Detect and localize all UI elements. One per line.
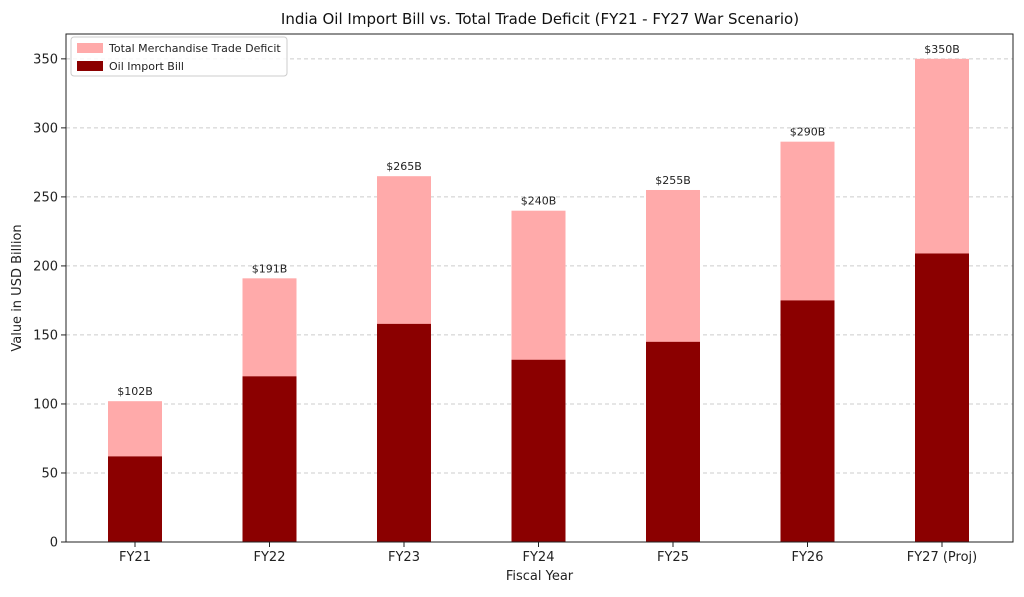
bar-oil-import-fy26: [780, 300, 835, 542]
x-tick-label-5: FY26: [792, 550, 824, 565]
legend-swatch-trade-deficit: [77, 43, 103, 53]
x-tick-label-0: FY21: [119, 550, 151, 565]
data-label-fy21: $102B: [117, 385, 153, 398]
data-label-fy22: $191B: [252, 262, 288, 275]
x-tick-label-3: FY24: [523, 550, 555, 565]
legend-label-trade-deficit: Total Merchandise Trade Deficit: [108, 42, 281, 55]
x-tick-label-1: FY22: [254, 550, 286, 565]
x-axis: FY21 FY22 FY23 FY24 FY25 FY26 FY27 (Proj): [119, 542, 977, 565]
legend: Total Merchandise Trade Deficit Oil Impo…: [70, 36, 288, 77]
data-label-fy25: $255B: [655, 174, 691, 187]
y-tick-label-300: 300: [33, 121, 58, 136]
x-tick-label-2: FY23: [388, 550, 420, 565]
legend-label-oil-import: Oil Import Bill: [109, 60, 184, 73]
x-axis-title: Fiscal Year: [506, 569, 574, 584]
x-tick-label-6: FY27 (Proj): [907, 550, 977, 565]
bar-oil-import-fy22: [242, 376, 297, 542]
bar-oil-import-fy25: [646, 341, 700, 542]
data-label-fy27-proj: $350B: [924, 43, 960, 56]
y-tick-label-100: 100: [33, 397, 58, 412]
legend-swatch-oil-import: [77, 61, 103, 71]
bar-oil-import-fy21: [108, 456, 162, 542]
y-tick-label-200: 200: [33, 259, 58, 274]
legend-box: [70, 36, 288, 77]
bar-oil-import-fy23: [377, 323, 431, 542]
y-axis: 0 50 100 150 200 250 300 350: [33, 52, 66, 551]
y-tick-label-0: 0: [50, 536, 58, 551]
y-tick-label-50: 50: [41, 466, 58, 481]
chart-title: India Oil Import Bill vs. Total Trade De…: [281, 10, 799, 28]
y-tick-label-250: 250: [33, 190, 58, 205]
y-tick-label-150: 150: [33, 328, 58, 343]
x-tick-label-4: FY25: [657, 550, 689, 565]
bar-oil-import-fy27-proj: [915, 253, 969, 542]
data-label-fy24: $240B: [521, 195, 557, 208]
bar-oil-import-fy24: [511, 359, 566, 542]
data-labels: $102B $191B $265B $240B $255B $290B $350B: [117, 43, 960, 398]
data-label-fy23: $265B: [386, 160, 422, 173]
y-tick-label-350: 350: [33, 52, 58, 67]
data-label-fy26: $290B: [790, 126, 826, 139]
bars: [108, 58, 969, 542]
y-axis-title: Value in USD Billion: [10, 224, 25, 351]
plot-frame: [65, 33, 1014, 543]
